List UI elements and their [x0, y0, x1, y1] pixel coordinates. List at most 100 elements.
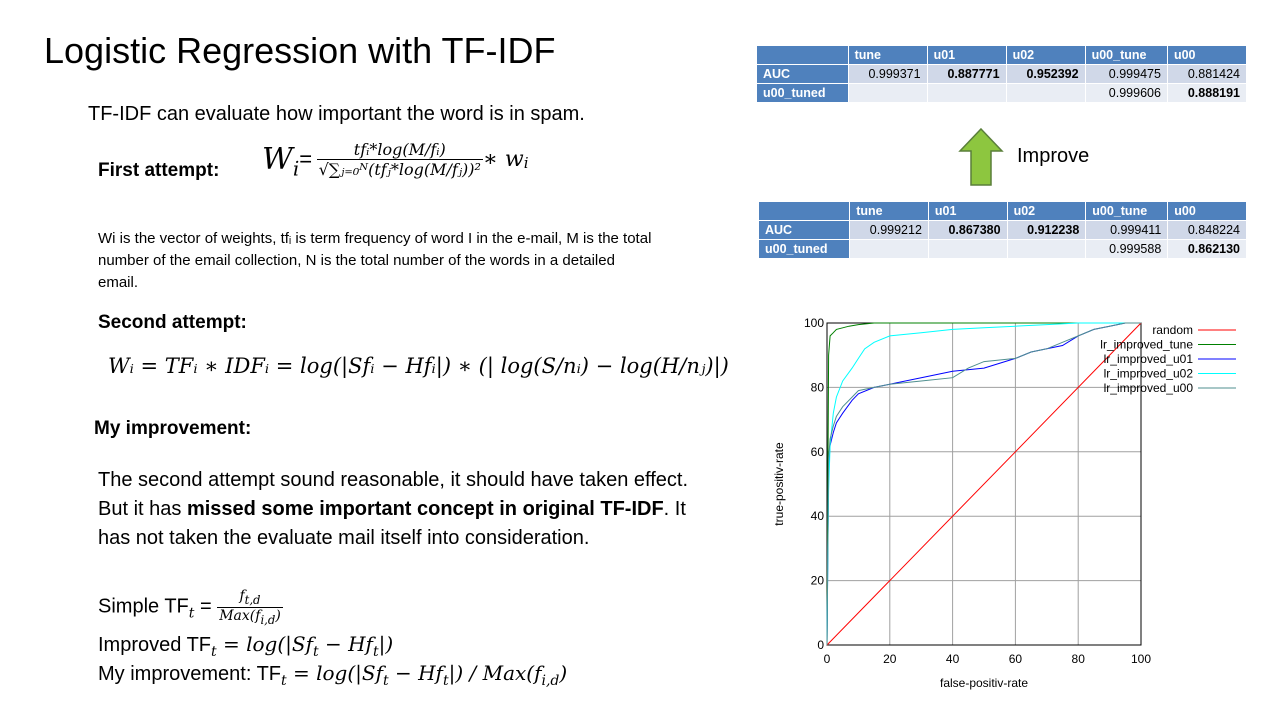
second-attempt-label: Second attempt:	[98, 312, 247, 333]
table-header-cell: u02	[1005, 45, 1086, 65]
my-tf-rest4: )	[559, 661, 568, 685]
improve-label: Improve	[1017, 145, 1090, 167]
roc-chart: 0 20 40 60 80 100 0 20 40 60 80 100 false-positiv-ra…	[772, 316, 1236, 690]
table-row-header: u00_tuned	[756, 83, 849, 103]
x-tick-label: 0	[824, 652, 831, 666]
x-tick-label: 100	[1131, 652, 1151, 666]
legend-label: lr_improved_tune	[1100, 338, 1193, 352]
table-header-cell: u00_tune	[1084, 45, 1168, 65]
my-improvement-label: My improvement:	[94, 418, 252, 439]
table-row: u00_tuned 0.999606 0.888191	[756, 83, 1248, 103]
table-header-cell: u00	[1167, 201, 1247, 221]
first-attempt-label: First attempt:	[98, 160, 220, 181]
my-tf-sub2: t	[383, 673, 389, 689]
table-cell: 0.887771	[926, 64, 1007, 84]
x-axis-label: false-positiv-rate	[940, 676, 1028, 690]
results-table-improved: tune u01 u02 u00_tune u00 AUC 0.999371 0…	[756, 45, 1248, 103]
improved-tf-rest: = log(|Sf	[216, 632, 313, 656]
intro-text: TF-IDF can evaluate how important the wo…	[88, 103, 585, 125]
y-tick-label: 40	[811, 509, 825, 523]
table-cell: 0.999475	[1084, 64, 1168, 84]
weights-description: Wi is the vector of weights, tfᵢ is term…	[98, 230, 652, 291]
legend-label: lr_improved_u00	[1104, 381, 1194, 395]
table-cell	[927, 239, 1008, 259]
improved-tf-sub3: t	[372, 644, 379, 660]
my-tf-formula: My improvement: TFt = log(|Sft − Hft|) /…	[98, 661, 567, 689]
y-tick-label: 100	[804, 316, 824, 330]
formula-lhs: W	[262, 142, 293, 177]
table-header-cell: u01	[927, 201, 1008, 221]
table-cell	[849, 239, 929, 259]
table-cell	[1005, 83, 1086, 103]
simple-tf-den: Max(f	[219, 607, 261, 624]
x-tick-label: 40	[946, 652, 960, 666]
series-line-lr-improved-u00	[826, 322, 1141, 646]
my-tf-rest: = log(|Sf	[286, 661, 383, 685]
table-header-cell	[756, 45, 849, 65]
formula-times-sub: i	[523, 153, 529, 172]
series-line-lr-improved-tune	[826, 322, 1141, 646]
table-cell: 0.999606	[1084, 83, 1168, 103]
improved-tf-sub: t	[211, 644, 217, 660]
improvement-text-start: The second attempt sound reasonable, it …	[98, 469, 689, 520]
table-row-header: AUC	[757, 220, 851, 240]
simple-tf-den-sub: i,d	[260, 612, 276, 627]
table-cell	[926, 83, 1007, 103]
y-tick-label: 20	[811, 574, 825, 588]
simple-tf-num-sub: t,d	[244, 592, 261, 607]
improvement-paragraph: The second attempt sound reasonable, it …	[98, 466, 698, 553]
table-row-header: AUC	[756, 64, 849, 84]
table-row-header: u00_tuned	[757, 239, 851, 259]
table-cell	[1006, 239, 1087, 259]
table-header-cell: tune	[849, 201, 929, 221]
table-cell: 0.999371	[847, 64, 928, 84]
table-cell: 0.888191	[1166, 83, 1248, 103]
formula-fraction: tfᵢ*log(M/fᵢ) √∑ⱼ₌₀ᴺ(tfⱼ*log(M/fⱼ))²	[316, 140, 483, 179]
my-tf-rest3: |) / Max(f	[448, 661, 542, 685]
improvement-text-end: . It has not taken the evaluate mail its…	[98, 498, 686, 549]
legend-label: random	[1152, 323, 1193, 337]
my-tf-sub4: i,d	[541, 673, 560, 689]
table-cell: 0.912238	[1006, 220, 1087, 240]
simple-tf-eq: =	[194, 595, 218, 618]
up-arrow-icon	[958, 127, 1004, 186]
table-cell: 0.848224	[1167, 220, 1247, 240]
simple-tf-den-end: )	[275, 607, 281, 624]
legend-label: lr_improved_u02	[1104, 367, 1194, 381]
formula-denominator: √∑ⱼ₌₀ᴺ(tfⱼ*log(M/fⱼ))²	[318, 160, 481, 179]
improved-tf-formula: Improved TFt = log(|Sft − Hft|)	[98, 632, 393, 660]
table-cell: 0.999588	[1085, 239, 1169, 259]
simple-tf-formula: Simple TFt = ft,d Max(fi,d)	[98, 588, 283, 627]
improved-tf-sub2: t	[313, 644, 319, 660]
improved-tf-rest3: |)	[378, 632, 394, 656]
series-line-lr-improved-u02	[826, 322, 1141, 646]
table-cell: 0.881424	[1166, 64, 1248, 84]
my-tf-sub: t	[281, 673, 287, 689]
my-tf-sub3: t	[442, 673, 449, 689]
table-header-cell: u00_tune	[1085, 201, 1169, 221]
x-tick-label: 20	[883, 652, 897, 666]
table-header-cell: u00	[1166, 45, 1248, 65]
simple-tf-num: f	[239, 588, 245, 604]
slide-title: Logistic Regression with TF-IDF	[44, 30, 556, 71]
improvement-text-bold: missed some important concept in origina…	[186, 498, 664, 520]
improved-tf-rest2: − Hf	[318, 632, 373, 656]
legend-label: lr_improved_u01	[1104, 352, 1194, 366]
my-tf-prefix: My improvement: TF	[98, 663, 281, 685]
y-tick-label: 60	[811, 445, 825, 459]
y-axis-label: true-positiv-rate	[772, 442, 786, 526]
x-tick-label: 60	[1009, 652, 1023, 666]
my-tf-rest2: − Hf	[388, 661, 443, 685]
simple-tf-sub: t	[188, 605, 195, 622]
first-attempt-formula: Wi= tfᵢ*log(M/fᵢ) √∑ⱼ₌₀ᴺ(tfⱼ*log(M/fⱼ))²…	[262, 140, 529, 181]
second-attempt-formula: Wᵢ = TFᵢ ∗ IDFᵢ = log(|Sfᵢ − Hfᵢ|) ∗ (| …	[108, 354, 729, 378]
table-header-cell: u01	[926, 45, 1007, 65]
x-tick-label: 80	[1072, 652, 1086, 666]
table-header-cell: tune	[847, 45, 928, 65]
y-tick-label: 80	[811, 380, 825, 394]
y-tick-label: 0	[817, 638, 824, 652]
table-header-cell: u02	[1006, 201, 1087, 221]
formula-numerator: tfᵢ*log(M/fᵢ)	[316, 140, 483, 160]
simple-tf-prefix: Simple TF	[98, 595, 189, 618]
simple-tf-fraction: ft,d Max(fi,d)	[217, 588, 283, 627]
